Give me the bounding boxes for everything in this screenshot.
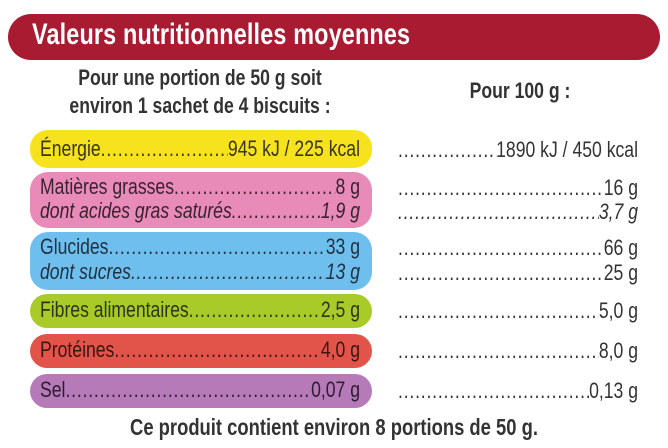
nutrient-label: Protéines [40, 337, 115, 362]
nutrient-label: Énergie [40, 136, 101, 161]
salt-row: Sel 0,07 g [40, 377, 360, 403]
per100-value: 66 g [603, 235, 638, 260]
leader-dots [398, 338, 599, 364]
energy-pill: Énergie 945 kJ / 225 kcal [30, 130, 372, 168]
leader-dots [189, 297, 321, 323]
per100-column-header: Pour 100 g : [469, 78, 571, 103]
nutrient-label: Fibres alimentaires [40, 297, 189, 322]
portions-note: Ce produit contient environ 8 portions d… [130, 414, 538, 440]
saturated-fat-row: dont acides gras saturés 1,9 g [40, 198, 360, 224]
leader-dots [398, 199, 599, 225]
per100-value: 1890 kJ / 450 kcal [496, 137, 638, 162]
fibre-pill: Fibres alimentaires 2,5 g [30, 294, 372, 328]
per100-value: 0,13 g [589, 378, 638, 403]
nutrient-label: Matières grasses [40, 174, 175, 199]
portion-value: 8 g [335, 174, 360, 199]
per100-value: 3,7 g [598, 199, 638, 224]
leader-dots [174, 174, 336, 200]
nutrient-label: dont sucres [40, 259, 131, 284]
portion-value: 945 kJ / 225 kcal [227, 136, 360, 161]
per100-value: 25 g [603, 260, 638, 285]
leader-dots [398, 378, 589, 404]
nutrient-label: Glucides [40, 234, 109, 259]
nutrient-label: dont acides gras saturés [40, 198, 232, 223]
sugars-row: dont sucres 13 g [40, 259, 360, 285]
leader-dots [131, 259, 326, 285]
leader-dots [108, 234, 325, 260]
per100-salt: 0,13 g [398, 378, 638, 404]
portion-header-line2: environ 1 sachet de 4 biscuits : [69, 93, 331, 118]
nutrient-label: Sel [40, 377, 66, 402]
per100-fat: 16 g [398, 175, 638, 201]
leader-dots [101, 136, 228, 162]
per100-saturated-fat: 3,7 g [398, 199, 638, 225]
protein-row: Protéines 4,0 g [40, 337, 360, 363]
per100-protein: 8,0 g [398, 338, 638, 364]
leader-dots [232, 198, 321, 224]
portion-value: 33 g [325, 234, 360, 259]
per100-sugars: 25 g [398, 260, 638, 286]
page-title: Valeurs nutritionnelles moyennes [32, 18, 411, 51]
leader-dots [114, 337, 320, 363]
portion-value: 13 g [325, 259, 360, 284]
leader-dots [398, 137, 496, 163]
salt-pill: Sel 0,07 g [30, 374, 372, 408]
leader-dots [398, 260, 604, 286]
per100-carbohydrates: 66 g [398, 235, 638, 261]
per100-fibre: 5,0 g [398, 298, 638, 324]
leader-dots [398, 298, 599, 324]
per100-energy: 1890 kJ / 450 kcal [398, 137, 638, 163]
portion-value: 4,0 g [320, 337, 360, 362]
portion-header-line1: Pour une portion de 50 g soit [78, 65, 322, 90]
per100-value: 8,0 g [598, 338, 638, 363]
fat-pill: Matières grasses 8 g dont acides gras sat… [30, 172, 372, 228]
portion-value: 2,5 g [320, 297, 360, 322]
leader-dots [398, 235, 604, 261]
fat-row: Matières grasses 8 g [40, 174, 360, 200]
protein-pill: Protéines 4,0 g [30, 334, 372, 368]
carbohydrates-pill: Glucides 33 g dont sucres 13 g [30, 232, 372, 290]
fibre-row: Fibres alimentaires 2,5 g [40, 297, 360, 323]
portion-value: 1,9 g [320, 198, 360, 223]
portion-column-header: Pour une portion de 50 g soit environ 1 … [36, 64, 364, 120]
per100-value: 5,0 g [598, 298, 638, 323]
portion-value: 0,07 g [311, 377, 360, 402]
leader-dots [398, 175, 604, 201]
per100-value: 16 g [603, 175, 638, 200]
energy-row: Énergie 945 kJ / 225 kcal [40, 136, 360, 162]
title-banner: Valeurs nutritionnelles moyennes [8, 14, 660, 60]
leader-dots [65, 377, 311, 403]
carbohydrates-row: Glucides 33 g [40, 234, 360, 260]
